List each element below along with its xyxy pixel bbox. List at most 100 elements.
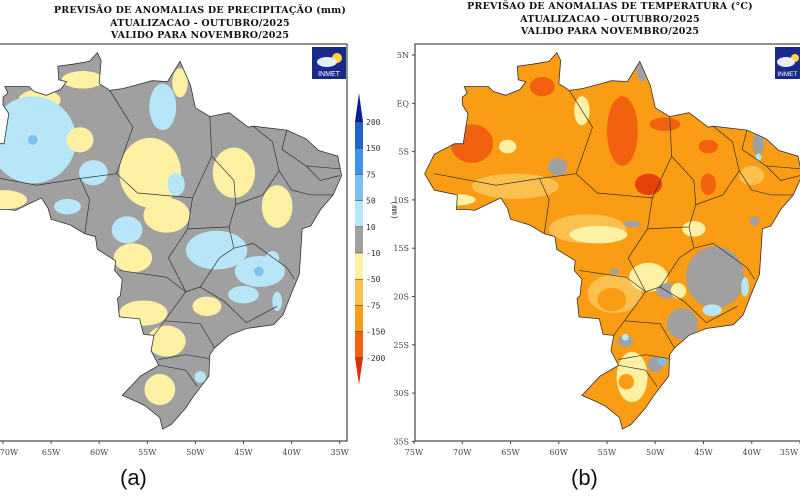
anomaly-patch bbox=[498, 139, 517, 154]
legend-swatch bbox=[355, 122, 363, 149]
anomaly-patch bbox=[254, 266, 264, 277]
anomaly-patch bbox=[686, 246, 745, 309]
legend-label: 75 bbox=[366, 170, 376, 179]
inmet-logo-text: INMET bbox=[318, 71, 341, 78]
legend-swatch bbox=[355, 148, 363, 175]
state-border bbox=[109, 90, 134, 174]
lon-label: 50W bbox=[186, 448, 205, 457]
lon-label: 45W bbox=[234, 448, 253, 457]
anomaly-patch bbox=[167, 172, 185, 196]
precip-map-frame bbox=[0, 43, 348, 442]
lon-label: 55W bbox=[598, 448, 617, 457]
lat-label: 15S bbox=[393, 244, 409, 253]
state-border bbox=[738, 170, 794, 196]
legend-swatch bbox=[355, 305, 363, 333]
anomaly-patch bbox=[149, 83, 177, 131]
anomaly-patch bbox=[261, 185, 293, 228]
anomaly-patch bbox=[739, 165, 765, 186]
state-border bbox=[741, 130, 800, 170]
lat-label: 5S bbox=[398, 148, 409, 157]
inmet-logo: INMET bbox=[312, 47, 346, 79]
lon-label: 75W bbox=[405, 448, 424, 457]
precip-map-title: PREVISÃO DE ANOMALIAS DE PRECIPITAÇÃO (m… bbox=[0, 5, 400, 43]
inmet-logo: INMET bbox=[775, 47, 800, 79]
legend-label: -50 bbox=[366, 275, 381, 284]
lon-label: 45W bbox=[694, 448, 713, 457]
anomaly-patch bbox=[702, 304, 722, 316]
anomaly-patch bbox=[618, 374, 635, 390]
state-border bbox=[624, 320, 675, 349]
anomaly-patch bbox=[634, 173, 663, 195]
state-border bbox=[434, 173, 577, 186]
state-border bbox=[153, 197, 193, 336]
lat-label: EQ bbox=[397, 99, 410, 108]
country-border bbox=[424, 51, 800, 430]
anomaly-patch bbox=[670, 283, 687, 299]
anomaly-patch bbox=[28, 134, 38, 145]
state-border bbox=[158, 364, 198, 387]
state-border bbox=[164, 320, 215, 349]
lon-label: 50W bbox=[646, 448, 665, 457]
lat-label: 5N bbox=[397, 51, 409, 60]
country-border bbox=[0, 51, 343, 430]
temp-title-line-3: VALIDO PARA NOVEMBRO/2025 bbox=[520, 26, 700, 37]
state-border bbox=[575, 173, 653, 199]
state-border bbox=[79, 178, 90, 234]
anomaly-patch bbox=[682, 221, 706, 237]
anomaly-patch bbox=[111, 216, 143, 244]
lat-label: 30S bbox=[393, 389, 409, 398]
lon-label: 40W bbox=[282, 448, 301, 457]
anomaly-patch bbox=[212, 147, 256, 198]
precip-title-line-2: ATUALIZACAO - OUTUBRO/2025 bbox=[110, 17, 290, 29]
legend-label: -200 bbox=[366, 354, 385, 363]
legend-label: 10 bbox=[366, 223, 376, 232]
anomaly-patch bbox=[265, 251, 280, 265]
temp-map-title: PREVIŠAO DE ANOMALIAS DE TEMPERATURA (°C… bbox=[420, 1, 800, 39]
anomaly-patch bbox=[53, 198, 81, 215]
legend-swatch bbox=[355, 331, 363, 359]
anomaly-patch bbox=[0, 190, 28, 210]
anomaly-patch bbox=[617, 335, 634, 347]
lon-label: 55W bbox=[138, 448, 157, 457]
anomaly-patch bbox=[147, 325, 186, 357]
lon-label: 60W bbox=[90, 448, 109, 457]
lon-label: 35W bbox=[330, 448, 349, 457]
state-border bbox=[659, 286, 738, 324]
temp-title-line-2: ATUALIZACAO - OUTUBRO/2025 bbox=[520, 13, 700, 25]
anomaly-patch bbox=[78, 160, 108, 186]
state-border bbox=[119, 270, 186, 293]
anomaly-patch bbox=[119, 137, 181, 208]
state-border bbox=[278, 170, 333, 196]
state-border bbox=[0, 173, 117, 186]
precip-title-line-3: VALIDO PARA NOVEMBRO/2025 bbox=[110, 30, 290, 41]
legend-swatch bbox=[355, 174, 363, 202]
legend-label: 150 bbox=[366, 144, 381, 153]
legend-label: -10 bbox=[366, 249, 381, 258]
anomaly-patch bbox=[649, 117, 681, 132]
anomaly-patch bbox=[609, 268, 620, 275]
precip-title-line-1: PREVISÃO DE ANOMALIAS DE PRECIPITAÇÃO (m… bbox=[53, 5, 347, 16]
state-border bbox=[185, 226, 235, 293]
state-border bbox=[233, 242, 295, 280]
anomaly-patch bbox=[143, 197, 190, 233]
state-border bbox=[645, 226, 695, 293]
state-border bbox=[765, 165, 800, 181]
anomaly-patch bbox=[144, 374, 176, 406]
anomaly-patch bbox=[194, 371, 206, 383]
legend-label: 50 bbox=[366, 197, 376, 206]
anomaly-patch bbox=[666, 308, 698, 340]
lon-label: 70W bbox=[0, 448, 19, 457]
state-border bbox=[158, 354, 209, 360]
legend-swatch bbox=[355, 226, 363, 254]
precipitation-anomaly-map bbox=[0, 51, 343, 430]
anomaly-patch bbox=[569, 225, 628, 244]
temp-title-line-1: PREVIŠAO DE ANOMALIAS DE TEMPERATURA (°C… bbox=[467, 1, 753, 12]
anomaly-patch bbox=[272, 291, 282, 312]
legend-swatch bbox=[355, 357, 363, 385]
temp-axes: 75W 70W 65W 60W 55W 50W 45W 40W 35W 5N EQ 5S 10S 15S 2… bbox=[393, 51, 800, 457]
anomaly-patch bbox=[471, 173, 559, 199]
legend-swatch bbox=[355, 253, 363, 280]
anomaly-patch bbox=[749, 216, 760, 226]
anomaly-patch bbox=[185, 230, 248, 270]
